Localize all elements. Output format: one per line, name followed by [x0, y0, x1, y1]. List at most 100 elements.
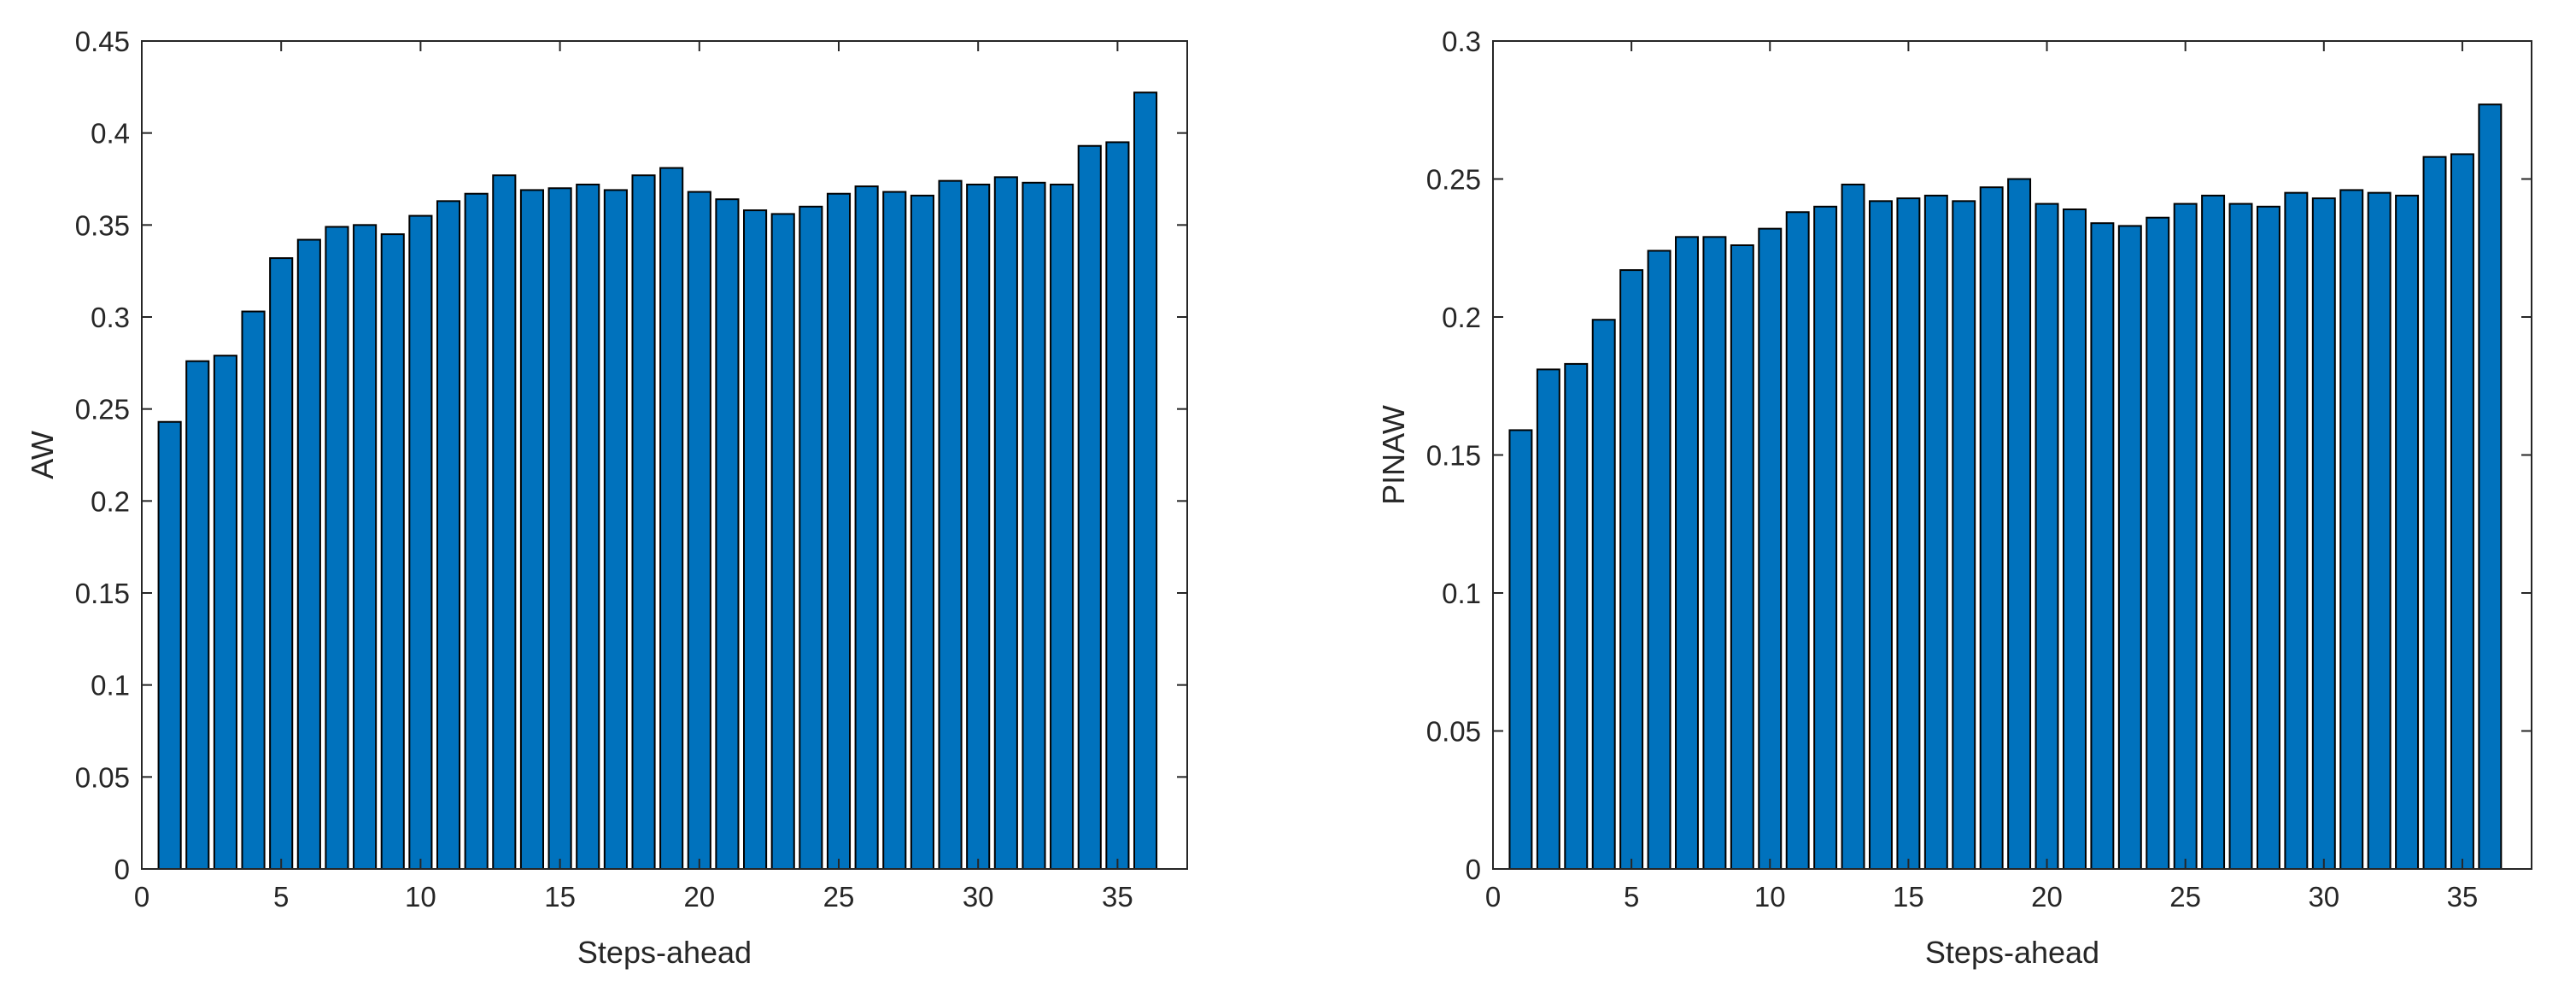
bar-32 [2367, 191, 2392, 870]
y-tick-label: 0.3 [91, 302, 130, 333]
bar-21 [2062, 208, 2087, 870]
bar-28 [910, 194, 934, 870]
bar-12 [1813, 205, 1838, 871]
bar-32 [1022, 181, 1046, 870]
bar-22 [743, 209, 768, 871]
bar-23 [770, 213, 795, 871]
bar-34 [2422, 156, 2447, 871]
bar-24 [2146, 216, 2170, 871]
x-tick-label: 20 [683, 881, 715, 913]
x-axis-title: Steps-ahead [1925, 935, 2099, 970]
y-tick-label: 0.4 [91, 118, 130, 150]
bar-16 [1923, 194, 1948, 870]
y-tick-label: 0.15 [1426, 440, 1481, 472]
y-axis-title: PINAW [1376, 405, 1411, 505]
bar-3 [213, 355, 237, 871]
bar-6 [296, 238, 321, 870]
y-tick-label: 0.25 [75, 394, 130, 426]
bar-14 [519, 189, 545, 871]
bar-26 [2201, 194, 2226, 870]
bar-35 [1105, 141, 1130, 870]
x-tick-label: 15 [544, 881, 576, 913]
y-tick-label: 0.05 [1426, 716, 1481, 748]
bar-19 [2007, 178, 2032, 870]
y-tick-label: 0 [1466, 854, 1481, 885]
bar-2 [1536, 368, 1560, 870]
bar-8 [1702, 236, 1727, 870]
bar-29 [938, 179, 963, 870]
bar-36 [1133, 91, 1158, 871]
y-tick-label: 0.1 [91, 670, 130, 701]
y-tick-label: 0.15 [75, 578, 130, 609]
bar-17 [603, 189, 628, 871]
bar-13 [492, 174, 517, 870]
bar-25 [826, 192, 852, 871]
bar-8 [353, 224, 378, 870]
bar-23 [2117, 225, 2142, 871]
bar-9 [1730, 244, 1754, 870]
bar-17 [1952, 200, 1976, 870]
bar-15 [547, 187, 572, 870]
x-tick-label: 30 [963, 881, 994, 913]
bar-1 [1508, 429, 1533, 870]
bar-25 [2173, 203, 2198, 870]
bar-2 [185, 360, 210, 870]
bar-20 [687, 191, 711, 870]
bar-36 [2478, 103, 2503, 871]
bar-24 [799, 205, 823, 871]
bar-12 [464, 192, 489, 871]
bar-20 [2034, 203, 2059, 870]
aw-chart: 0 5 10 15 20 25 30 35 0 0.05 0.1 0.15 0.2 0.25 0.3 0.35… [25, 26, 1188, 970]
bar-27 [882, 191, 907, 870]
bar-18 [1979, 186, 2004, 870]
bar-18 [631, 174, 656, 870]
bar-29 [2284, 191, 2309, 870]
bar-5 [1619, 269, 1644, 870]
bar-30 [966, 183, 991, 870]
y-tick-label: 0.05 [75, 761, 130, 793]
bar-31 [2339, 189, 2364, 871]
bar-26 [854, 185, 879, 871]
bar-11 [436, 200, 461, 870]
y-tick-label: 0 [114, 854, 130, 885]
bar-5 [269, 257, 294, 870]
axes-box [141, 40, 1188, 870]
y-tick-label: 0.2 [1442, 302, 1481, 333]
x-tick-label: 0 [134, 881, 149, 913]
bar-21 [715, 198, 740, 870]
bar-28 [2256, 205, 2280, 871]
bar-19 [659, 167, 684, 870]
bar-13 [1841, 183, 1865, 870]
bar-9 [380, 233, 405, 871]
bar-6 [1647, 249, 1671, 871]
pinaw-chart: 0 5 10 15 20 25 30 35 0 0.05 0.1 0.15 0.2 0.25 0.3 Step… [1376, 26, 2532, 970]
bar-7 [1675, 236, 1699, 870]
bar-4 [241, 310, 266, 871]
x-tick-label: 25 [823, 881, 855, 913]
bar-11 [1785, 211, 1810, 870]
x-tick-label: 35 [1102, 881, 1133, 913]
x-tick-label: 15 [1893, 881, 1924, 913]
x-tick-label: 30 [2308, 881, 2339, 913]
bar-27 [2228, 203, 2253, 870]
y-tick-label: 0.3 [1442, 26, 1481, 57]
x-tick-label: 10 [405, 881, 436, 913]
bar-4 [1591, 319, 1616, 871]
y-tick-label: 0.25 [1426, 164, 1481, 196]
bar-35 [2450, 153, 2474, 870]
y-axis-title: AW [25, 431, 60, 479]
bar-15 [1896, 197, 1921, 871]
y-tick-label: 0.1 [1442, 578, 1481, 609]
y-tick-label: 0.2 [91, 485, 130, 517]
bar-14 [1869, 200, 1893, 870]
x-tick-label: 10 [1754, 881, 1786, 913]
bar-30 [2311, 197, 2336, 871]
bar-1 [157, 420, 182, 870]
bar-10 [408, 214, 433, 870]
bar-31 [993, 176, 1018, 871]
y-tick-label: 0.45 [75, 26, 130, 57]
bar-3 [1564, 362, 1589, 871]
x-tick-label: 5 [1624, 881, 1639, 913]
bar-7 [325, 226, 349, 870]
